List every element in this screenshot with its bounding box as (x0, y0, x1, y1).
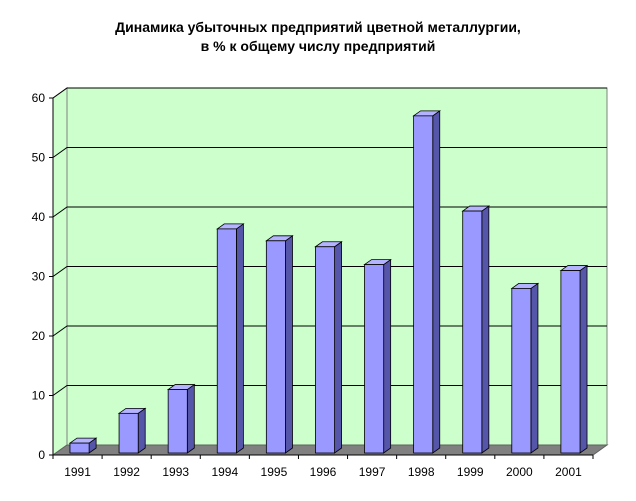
y-tick-label: 40 (32, 210, 46, 224)
bars (68, 110, 589, 454)
bar (510, 282, 540, 454)
bar-front (364, 264, 385, 454)
x-tick-label: 1994 (211, 465, 238, 479)
bar (68, 437, 98, 454)
bar-side (579, 264, 588, 454)
chart-title-line-2: в % к общему числу предприятий (200, 38, 436, 54)
x-tick-label: 1996 (310, 465, 337, 479)
bar (265, 235, 294, 454)
x-axis-tick-labels: 1991 1992 1993 1994 1995 1996 1997 1998 1999 2000… (52, 455, 594, 479)
bar (412, 110, 442, 454)
x-tick-label: 1999 (457, 465, 484, 479)
y-tick-label: 10 (32, 389, 46, 403)
bar (117, 407, 147, 454)
y-axis-tick-labels: 0 10 20 30 40 50 60 (32, 91, 53, 462)
x-tick-label: 2000 (506, 465, 533, 479)
bar-side (186, 383, 195, 454)
bar-front (511, 287, 532, 454)
bar-side (530, 282, 539, 454)
bar (314, 240, 343, 454)
x-tick-label: 1997 (359, 465, 386, 479)
x-tick-label: 1998 (408, 465, 435, 479)
bar-front (560, 270, 581, 454)
bar-front (167, 389, 188, 454)
x-tick-label: 1993 (162, 465, 189, 479)
bar-front (413, 115, 434, 454)
bar-side (481, 205, 490, 454)
x-tick-label: 1991 (64, 465, 91, 479)
y-tick-label: 30 (32, 270, 46, 284)
x-tick-label: 1992 (113, 465, 140, 479)
bar-front (315, 246, 335, 454)
bar-side (334, 240, 342, 454)
y-tick-label: 50 (32, 151, 46, 165)
gridline (52, 87, 607, 99)
y-tick-label: 60 (32, 91, 46, 105)
chart-title-line-1: Динамика убыточных предприятий цветной м… (115, 19, 521, 35)
bar (215, 223, 245, 454)
bar-front (69, 442, 90, 454)
bar-side (137, 407, 146, 454)
bar-front (216, 228, 237, 454)
bar-front (462, 210, 483, 454)
y-tick-label: 20 (32, 329, 46, 343)
bar (166, 383, 196, 454)
chart-title: Динамика убыточных предприятий цветной м… (0, 18, 636, 56)
y-tick-label: 0 (38, 448, 45, 462)
bar (461, 205, 491, 454)
bar-side (285, 235, 293, 454)
bar-front (265, 240, 286, 454)
bar (363, 258, 392, 454)
bar-side (432, 110, 441, 454)
bar-side (383, 258, 392, 454)
x-tick-label: 2001 (555, 465, 582, 479)
bar-front (118, 412, 139, 454)
bar-side (235, 223, 244, 454)
x-tick-label: 1995 (261, 465, 288, 479)
bar (559, 264, 589, 454)
